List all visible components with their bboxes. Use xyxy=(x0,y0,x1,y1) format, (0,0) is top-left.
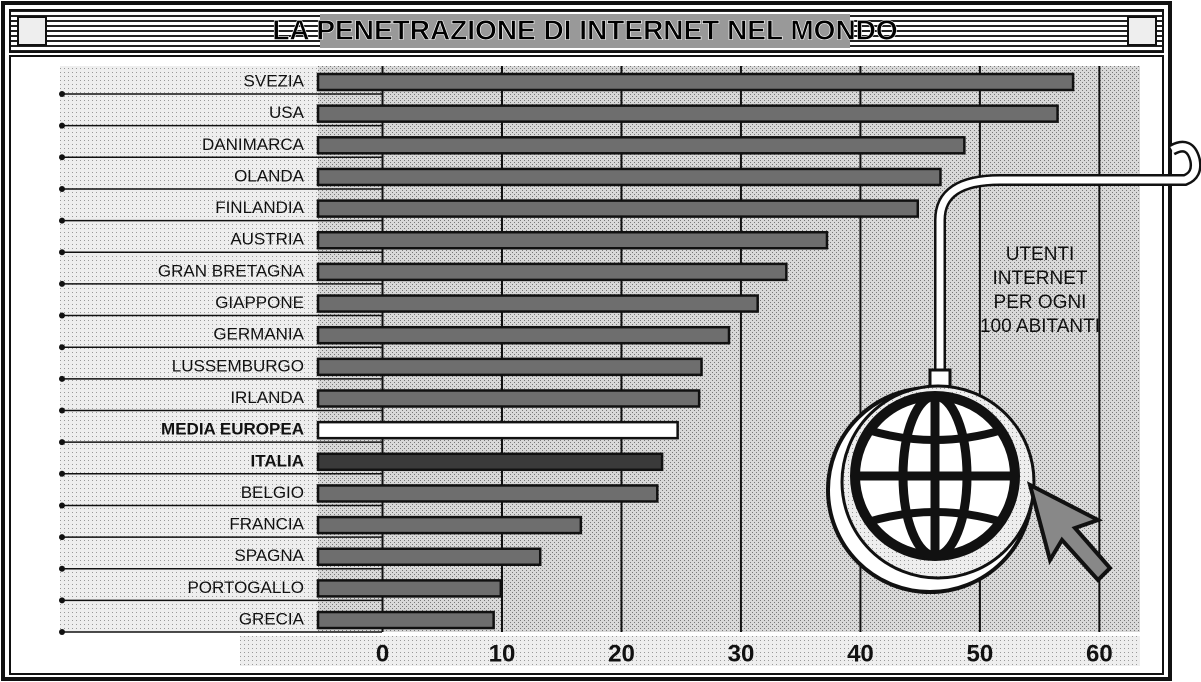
window-button[interactable] xyxy=(1127,16,1157,46)
bar xyxy=(316,199,920,218)
bar xyxy=(316,167,942,187)
y-tick-label: MEDIA EUROPEA xyxy=(161,420,304,439)
leader-dot xyxy=(59,502,65,509)
y-tick-label: GIAPPONE xyxy=(215,293,304,312)
bar xyxy=(316,610,495,630)
title-bg xyxy=(320,14,850,48)
bar xyxy=(316,420,679,440)
leader-dot xyxy=(59,629,65,636)
y-tick-label: ITALIA xyxy=(250,451,304,470)
bar xyxy=(316,136,966,155)
leader-dot xyxy=(59,185,65,192)
x-tick-label: 10 xyxy=(489,640,516,667)
leader-dot xyxy=(59,312,65,319)
leader-dot xyxy=(59,375,65,382)
x-tick-label: 40 xyxy=(847,640,874,667)
bar xyxy=(316,231,829,250)
bar xyxy=(316,484,659,503)
annotation: UTENTI xyxy=(1006,244,1075,265)
globe-illustration xyxy=(826,140,1201,594)
y-tick-label: FRANCIA xyxy=(229,515,304,534)
y-tick-label: SPAGNA xyxy=(234,546,304,565)
leader-dot xyxy=(59,597,65,604)
x-tick-label: 0 xyxy=(376,640,389,667)
x-tick-label: 30 xyxy=(728,640,755,667)
bar xyxy=(316,325,731,345)
y-tick-label: IRLANDA xyxy=(230,388,304,407)
leader-dot xyxy=(59,439,65,446)
annotation: PER OGNI xyxy=(994,292,1087,313)
chart-title: LA PENETRAZIONE DI INTERNET NEL MONDO xyxy=(272,14,897,45)
annotation: INTERNET xyxy=(993,268,1088,289)
y-tick-label: LUSSEMBURGO xyxy=(172,356,304,375)
y-tick-label: OLANDA xyxy=(234,166,305,185)
y-tick-label: USA xyxy=(269,103,305,122)
x-tick-label: 60 xyxy=(1086,640,1113,667)
bar xyxy=(316,579,503,598)
y-tick-label: BELGIO xyxy=(241,483,304,502)
bar xyxy=(316,357,703,377)
y-tick-label: SVEZIA xyxy=(244,71,305,90)
leader-dot xyxy=(59,407,65,414)
x-tick-label: 50 xyxy=(967,640,994,667)
y-tick-label: GRAN BRETAGNA xyxy=(158,261,305,280)
y-tick-label: PORTOGALLO xyxy=(187,578,304,597)
bar xyxy=(316,389,701,408)
leader-dot xyxy=(59,217,65,224)
bar xyxy=(316,547,542,566)
leader-dot xyxy=(59,280,65,287)
y-tick-label: DANIMARCA xyxy=(202,135,305,154)
y-tick-label: GERMANIA xyxy=(213,325,304,344)
y-tick-label: FINLANDIA xyxy=(215,198,304,217)
leader-dot xyxy=(59,91,65,97)
leader-dot xyxy=(59,470,65,477)
leader-dot xyxy=(59,565,65,572)
bar xyxy=(316,104,1059,123)
leader-dot xyxy=(59,122,65,129)
bar xyxy=(316,72,1075,92)
leader-dot xyxy=(59,249,65,256)
annotation: 100 ABITANTI xyxy=(980,316,1100,337)
leader-dot xyxy=(59,534,65,541)
bar xyxy=(316,515,583,535)
window-button[interactable] xyxy=(17,16,47,46)
bar xyxy=(316,262,788,282)
bar xyxy=(316,294,759,313)
y-tick-label: AUSTRIA xyxy=(230,230,304,249)
leader-dot xyxy=(59,154,65,161)
leader-dot xyxy=(59,344,65,351)
axis-strip xyxy=(240,636,1140,666)
bar xyxy=(316,452,664,472)
y-tick-label: GRECIA xyxy=(239,610,305,629)
x-tick-label: 20 xyxy=(608,640,635,667)
